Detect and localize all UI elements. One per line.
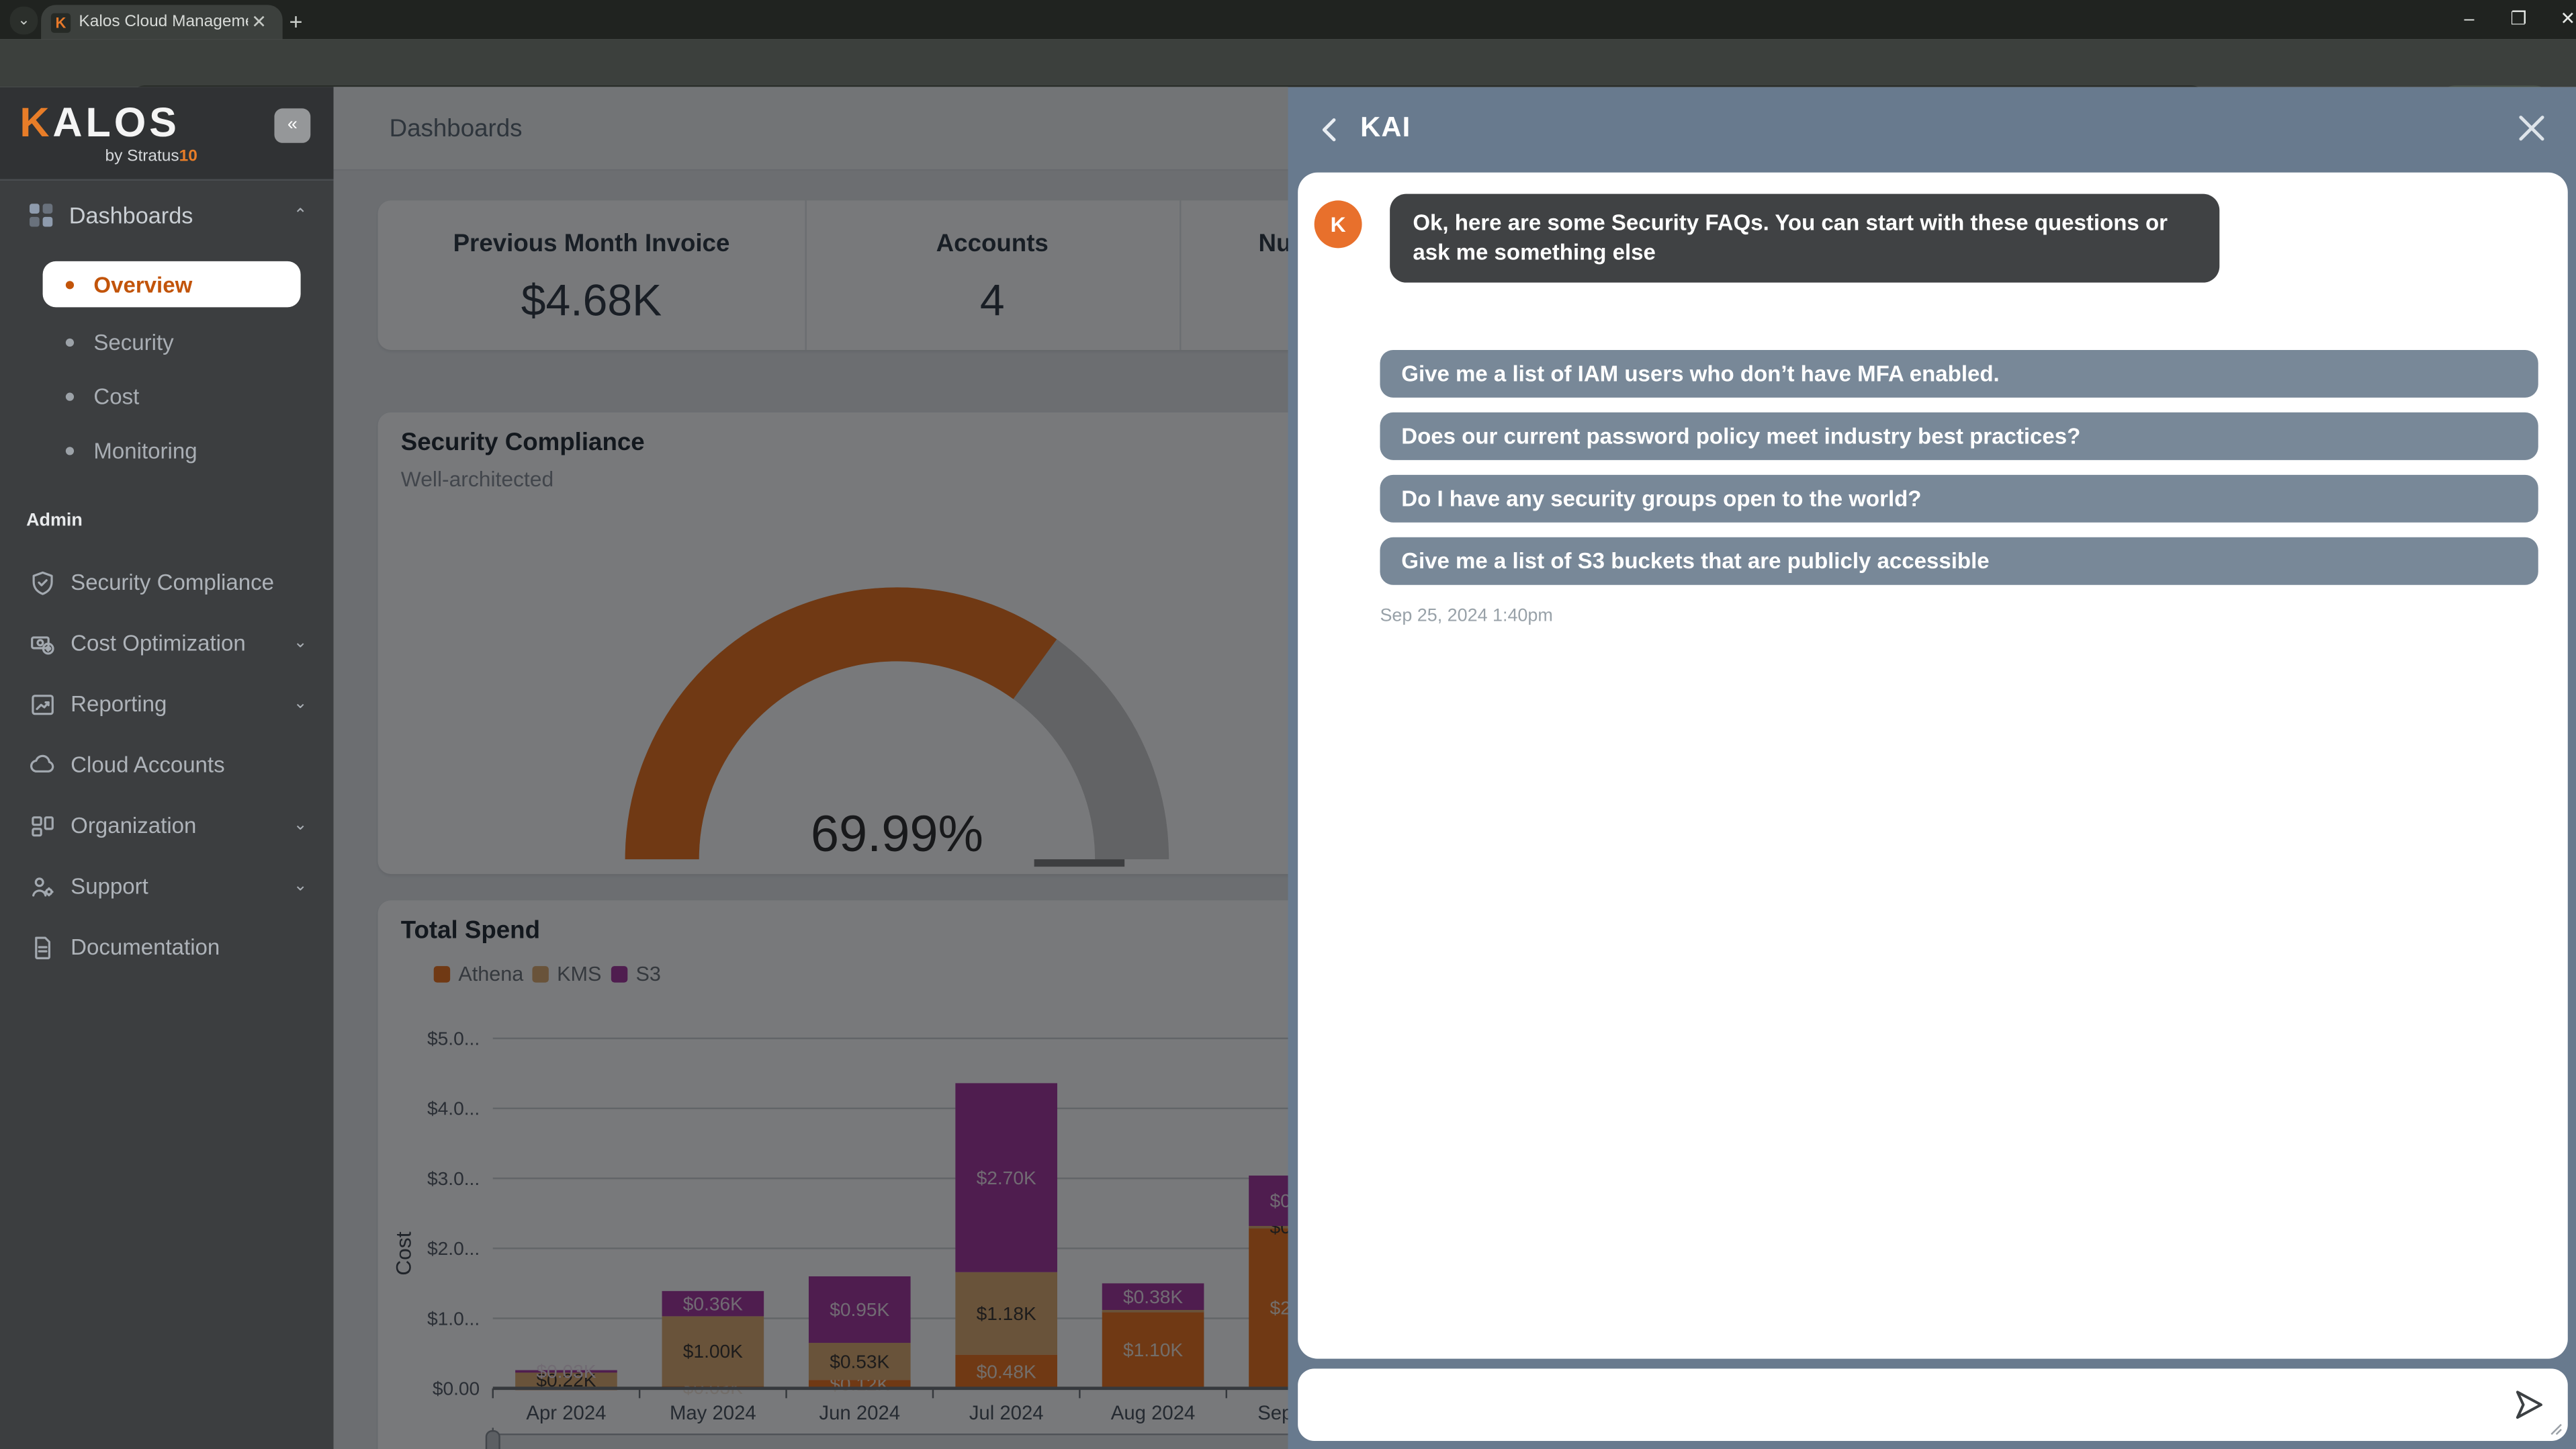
close-icon[interactable] xyxy=(2514,110,2550,146)
sidebar-item-monitoring[interactable]: Monitoring xyxy=(43,427,301,473)
sidebar-item-cost[interactable]: Cost xyxy=(43,373,301,419)
document-icon xyxy=(30,934,56,960)
sidebar-group-dashboards[interactable]: Dashboards ⌃ xyxy=(0,191,333,240)
chat-title: KAI xyxy=(1360,112,1411,143)
kalos-logo: KALOS xyxy=(19,100,180,146)
chevron-down-icon: ⌄ xyxy=(293,695,308,713)
faq-button-2[interactable]: Does our current password policy meet in… xyxy=(1380,412,2538,460)
resize-grip-icon[interactable] xyxy=(2550,1423,2563,1436)
money-icon xyxy=(30,630,56,656)
browser-toolbar: ← → ⟳ app.dev.kaloscloud.io/dashboards/o… xyxy=(0,39,2576,146)
sidebar-item-security[interactable]: Security xyxy=(43,318,301,364)
bullet-icon xyxy=(65,392,75,400)
logo-subtitle: by Stratus10 xyxy=(105,148,197,167)
bot-message-bubble: Ok, here are some Security FAQs. You can… xyxy=(1390,193,2220,283)
browser-titlebar: ⌄ K Kalos Cloud Management Platf ✕ + – ❐… xyxy=(0,0,2576,40)
faq-button-3[interactable]: Do I have any security groups open to th… xyxy=(1380,474,2538,523)
cloud-icon xyxy=(30,752,56,778)
tab-title: Kalos Cloud Management Platf xyxy=(79,13,248,32)
sidebar-item-organization[interactable]: Organization ⌄ xyxy=(0,795,333,856)
message-timestamp: Sep 25, 2024 1:40pm xyxy=(1380,606,1553,626)
org-grid-icon xyxy=(30,812,56,838)
chevron-down-icon: ⌄ xyxy=(293,634,308,652)
support-icon xyxy=(30,873,56,899)
window-close-button[interactable]: ✕ xyxy=(2560,9,2576,30)
logo-band: KALOS by Stratus10 « xyxy=(0,87,334,181)
sidebar-item-support[interactable]: Support ⌄ xyxy=(0,856,333,916)
chat-messages-area: K Ok, here are some Security FAQs. You c… xyxy=(1298,172,2568,1359)
chevron-down-icon: ⌄ xyxy=(293,877,308,895)
sidebar-collapse-button[interactable]: « xyxy=(274,108,311,143)
window-restore-button[interactable]: ❐ xyxy=(2510,9,2527,30)
faq-suggestions: Give me a list of IAM users who don’t ha… xyxy=(1380,349,2538,600)
sidebar-item-documentation[interactable]: Documentation xyxy=(0,917,333,977)
chevron-up-icon: ⌃ xyxy=(293,206,308,224)
sidebar-item-cloud-accounts[interactable]: Cloud Accounts xyxy=(0,734,333,795)
shield-check-icon xyxy=(30,569,56,595)
tab-search-button[interactable]: ⌄ xyxy=(9,6,38,35)
chat-input[interactable] xyxy=(1317,1378,2468,1432)
tab-close-icon[interactable]: ✕ xyxy=(251,13,267,33)
chart-icon xyxy=(30,691,56,717)
sidebar-item-reporting[interactable]: Reporting ⌄ xyxy=(0,674,333,734)
bullet-icon xyxy=(65,337,75,346)
chevron-down-icon: ⌄ xyxy=(293,816,308,835)
workspace: KALOS by Stratus10 « Dashboards ⌃ Overvi… xyxy=(0,87,2576,1449)
send-icon[interactable] xyxy=(2510,1387,2546,1423)
faq-button-4[interactable]: Give me a list of S3 buckets that are pu… xyxy=(1380,537,2538,585)
chat-input-container xyxy=(1298,1368,2568,1441)
faq-button-1[interactable]: Give me a list of IAM users who don’t ha… xyxy=(1380,349,2538,398)
sidebar-item-security-compliance[interactable]: Security Compliance xyxy=(0,552,333,613)
back-chevron-icon[interactable] xyxy=(1315,114,1347,146)
favicon: K xyxy=(50,12,71,32)
browser-tab[interactable]: K Kalos Cloud Management Platf ✕ xyxy=(41,5,283,40)
admin-section-label: Admin xyxy=(26,511,83,531)
chat-header: KAI xyxy=(1288,87,2575,173)
sidebar: KALOS by Stratus10 « Dashboards ⌃ Overvi… xyxy=(0,87,334,1449)
kai-avatar: K xyxy=(1314,200,1362,249)
kai-chat-panel: KAI K Ok, here are some Security FAQs. Y… xyxy=(1288,87,2576,1449)
bullet-icon xyxy=(65,446,75,455)
new-tab-button[interactable]: + xyxy=(289,8,303,35)
bullet-icon xyxy=(65,280,75,289)
dashboards-grid-icon xyxy=(30,203,54,228)
window-minimize-button[interactable]: – xyxy=(2464,9,2475,30)
sidebar-item-cost-optimization[interactable]: Cost Optimization ⌄ xyxy=(0,613,333,673)
sidebar-item-overview[interactable]: Overview xyxy=(42,261,301,308)
